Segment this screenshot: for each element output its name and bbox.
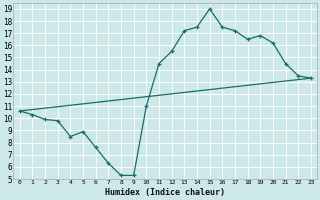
- X-axis label: Humidex (Indice chaleur): Humidex (Indice chaleur): [105, 188, 225, 197]
